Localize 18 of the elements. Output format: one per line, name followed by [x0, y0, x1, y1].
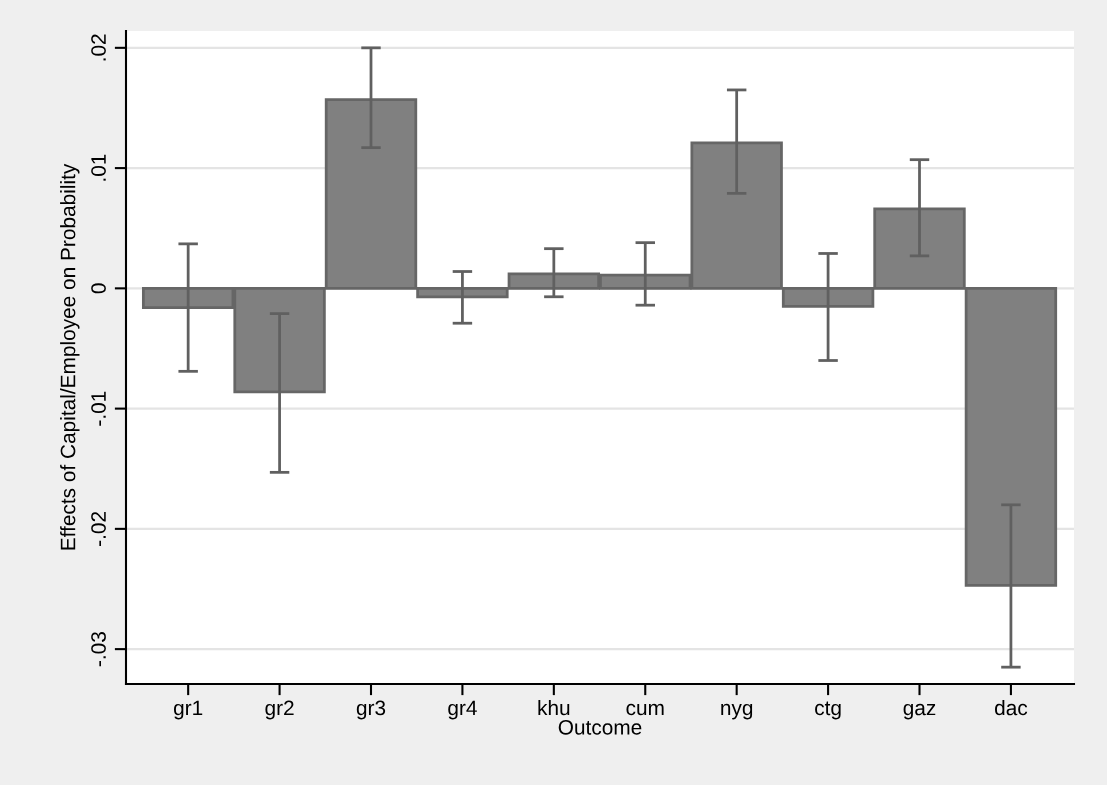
y-axis-title: Effects of Capital/Employee on Probability	[60, 163, 80, 550]
y-tick-label: 0	[91, 283, 106, 294]
y-tick-label: -.02	[91, 511, 106, 546]
y-tick-label: .02	[91, 34, 106, 61]
x-tick-label: gr2	[265, 700, 294, 720]
x-tick-label: gaz	[903, 703, 936, 720]
x-tick-label: ctg	[815, 701, 841, 720]
x-tick-label: gr1	[173, 700, 203, 720]
y-tick-label: .01	[91, 154, 106, 181]
y-tick-label: -.01	[91, 391, 106, 426]
x-tick-label: dac	[995, 699, 1028, 716]
x-axis-title: Outcome	[558, 719, 642, 735]
x-tick-label: gr3	[356, 700, 386, 720]
x-tick-label: cum	[626, 703, 664, 716]
x-tick-label: gr4	[448, 700, 477, 720]
y-tick-label: -.03	[91, 632, 106, 667]
x-tick-label: nyg	[721, 703, 753, 720]
x-tick-label: khu	[538, 699, 570, 716]
